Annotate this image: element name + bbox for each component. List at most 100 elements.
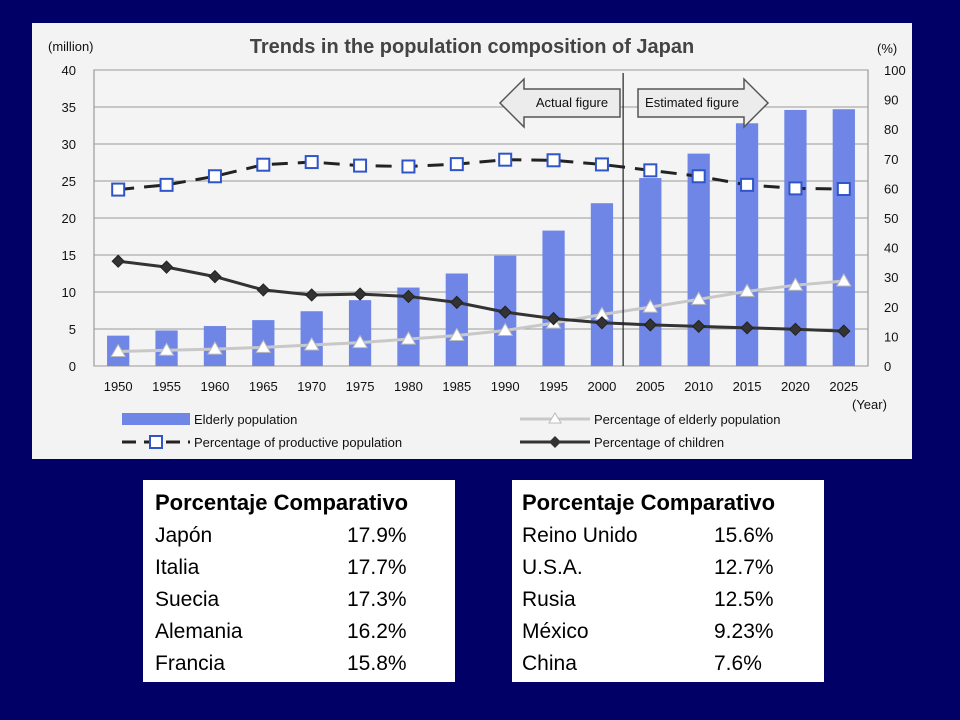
- point-productive-pct-2025: [836, 181, 851, 196]
- point-productive-pct-2015: [740, 177, 755, 192]
- bars-elderly-population: [107, 109, 855, 367]
- table-header: Porcentaje Comparativo: [522, 490, 776, 515]
- line-elderly-pct: [118, 279, 844, 353]
- point-children-pct-1970: [304, 288, 319, 302]
- point-elderly-pct-1980: [400, 331, 417, 345]
- x-tick-label: 1960: [200, 379, 229, 394]
- bar-elderly-2000: [590, 203, 614, 366]
- table-row: México 9.23%: [522, 616, 824, 648]
- axes: 0510152025303540010203040506070809010019…: [48, 36, 906, 412]
- country-name: Italia: [155, 556, 200, 579]
- actual-figure-arrow: [498, 77, 621, 129]
- point-elderly-pct-2025: [835, 273, 852, 287]
- bar-elderly-2005: [639, 178, 662, 366]
- x-tick-label: 1975: [346, 379, 375, 394]
- x-tick-label: 1965: [249, 379, 278, 394]
- x-tick-label: 1990: [491, 379, 520, 394]
- point-children-pct-2020: [788, 322, 803, 337]
- table-row: Alemania 16.2%: [155, 616, 455, 648]
- point-productive-pct-1950: [111, 182, 126, 197]
- comparison-table-right: Porcentaje Comparativo Reino Unido 15.6% …: [512, 480, 824, 682]
- point-children-pct-1975: [353, 287, 367, 301]
- point-elderly-pct-1990: [497, 322, 514, 336]
- bar-elderly-1995: [542, 230, 565, 366]
- percentage-value: 12.5%: [714, 588, 774, 611]
- point-children-pct-1955: [159, 260, 174, 274]
- percentage-value: 9.23%: [714, 620, 774, 643]
- point-elderly-pct-2015: [739, 283, 755, 297]
- series-lines: [110, 152, 852, 357]
- right-axis-label: (%): [877, 41, 897, 56]
- percentage-value: 7.6%: [714, 652, 762, 675]
- legend-swatch-elderly-population: [122, 413, 190, 425]
- left-tick-label: 15: [62, 248, 76, 263]
- country-name: México: [522, 620, 589, 643]
- point-productive-pct-1960: [207, 169, 222, 184]
- table-row: Reino Unido 15.6%: [522, 520, 824, 552]
- point-elderly-pct-2020: [787, 277, 804, 291]
- legend-label: Percentage of elderly population: [594, 412, 780, 427]
- bar-elderly-1985: [445, 273, 468, 366]
- point-elderly-pct-1960: [207, 341, 223, 355]
- point-productive-pct-1995: [546, 153, 561, 168]
- estimated-figure-label: Estimated figure: [645, 95, 739, 110]
- left-tick-label: 25: [62, 174, 76, 189]
- table-header: Porcentaje Comparativo: [155, 490, 409, 515]
- right-tick-label: 20: [884, 300, 898, 315]
- x-tick-label: 1950: [104, 379, 133, 394]
- right-tick-label: 90: [884, 93, 898, 108]
- x-tick-label: 1970: [297, 379, 326, 394]
- right-tick-label: 30: [884, 270, 898, 285]
- bar-elderly-1975: [348, 300, 372, 366]
- legend: Elderly population Percentage of producti…: [122, 412, 780, 450]
- left-tick-label: 35: [62, 100, 76, 115]
- point-productive-pct-2010: [691, 169, 706, 184]
- x-axis-label: (Year): [852, 397, 887, 412]
- country-name: Francia: [155, 652, 226, 675]
- country-name: China: [522, 652, 577, 675]
- chart-title: Trends in the population composition of …: [250, 36, 694, 58]
- actual-figure-label: Actual figure: [536, 95, 608, 110]
- country-name: U.S.A.: [522, 556, 583, 579]
- point-children-pct-2015: [740, 321, 754, 335]
- x-tick-label: 1985: [442, 379, 471, 394]
- percentage-value: 17.3%: [347, 588, 407, 611]
- table-row: Francia 15.8%: [155, 648, 455, 680]
- chart-panel: 0 5 10 15 20 25 30 35 40 0 10 20 30 40 50 60 70 80 90 100 19…: [32, 23, 912, 459]
- x-tick-label: 1995: [539, 379, 568, 394]
- point-elderly-pct-1975: [352, 334, 368, 349]
- country-name: Reino Unido: [522, 524, 638, 547]
- right-tick-label: 40: [884, 241, 898, 256]
- x-tick-label: 2010: [684, 379, 713, 394]
- comparison-table-left: Porcentaje Comparativo Japón 17.9% Italia…: [143, 480, 455, 682]
- table-row: China 7.6%: [522, 648, 824, 680]
- point-elderly-pct-1985: [448, 327, 465, 342]
- right-tick-label: 0: [884, 359, 891, 374]
- x-tick-label: 2005: [636, 379, 665, 394]
- point-productive-pct-1970: [304, 155, 319, 170]
- bar-elderly-1980: [397, 287, 420, 366]
- legend-label: Percentage of children: [594, 435, 724, 450]
- point-children-pct-2010: [691, 319, 706, 334]
- point-children-pct-2025: [837, 324, 851, 338]
- point-elderly-pct-2005: [642, 299, 659, 313]
- line-children-pct: [118, 259, 844, 333]
- point-productive-pct-1980: [401, 159, 416, 174]
- point-children-pct-1980: [401, 289, 416, 304]
- point-children-pct-1950: [111, 254, 125, 268]
- left-tick-label: 10: [62, 285, 76, 300]
- point-children-pct-1990: [498, 305, 512, 319]
- x-tick-label: 1955: [152, 379, 181, 394]
- table-row: Rusia 12.5%: [522, 584, 824, 616]
- country-name: Rusia: [522, 588, 576, 611]
- left-tick-label: 0: [69, 359, 76, 374]
- table-row: Suecia 17.3%: [155, 584, 455, 616]
- point-children-pct-2005: [643, 318, 658, 332]
- percentage-value: 17.9%: [347, 524, 407, 547]
- point-elderly-pct-2010: [690, 291, 707, 305]
- point-elderly-pct-1970: [303, 336, 320, 351]
- bar-elderly-2025: [832, 109, 855, 366]
- right-tick-label: 80: [884, 122, 898, 137]
- country-name: Alemania: [155, 620, 243, 643]
- point-productive-pct-2000: [594, 157, 609, 172]
